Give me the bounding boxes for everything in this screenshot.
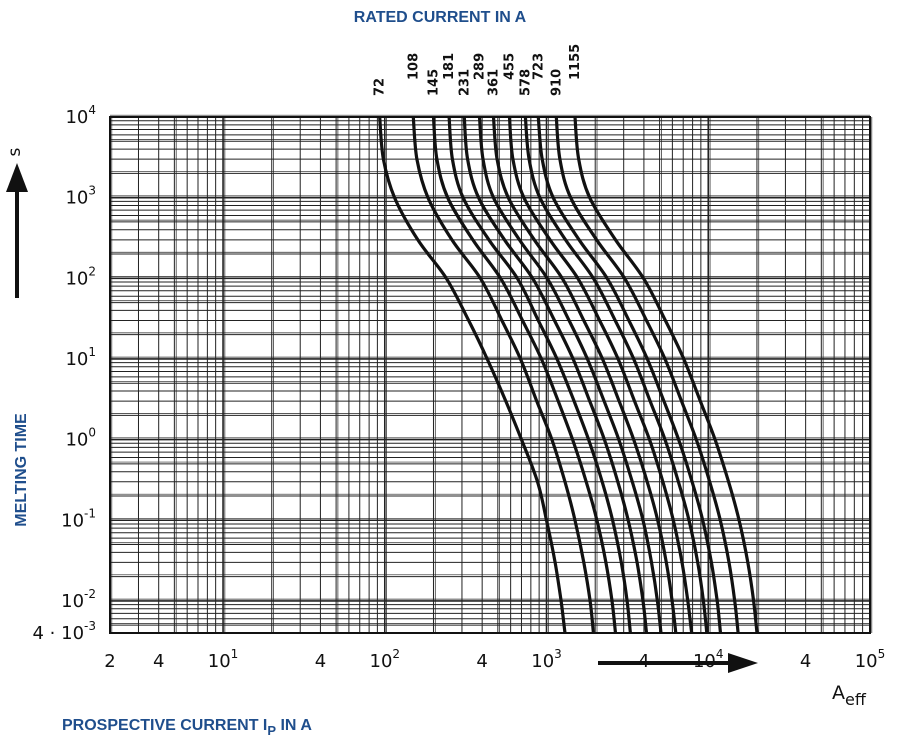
rated-current-label: 108 — [406, 53, 421, 80]
rated-current-label: 455 — [502, 53, 517, 80]
x-axis-label: PROSPECTIVE CURRENT IP IN A — [62, 717, 312, 738]
curve-910 — [554, 116, 740, 634]
curve-108 — [411, 116, 595, 634]
x-tick-label: 4 — [638, 651, 649, 672]
tick-mantissa: 10 — [855, 651, 878, 672]
rated-current-label: 181 — [442, 53, 457, 80]
y-unit-label: s — [5, 147, 25, 156]
tick-mantissa: 10 — [65, 188, 88, 209]
tick-exponent: 0 — [88, 426, 96, 440]
x-tick-label: 105 — [855, 647, 886, 672]
curve-578 — [523, 116, 709, 634]
curve-145 — [431, 116, 618, 634]
tick-mantissa: 10 — [61, 591, 84, 612]
tick-mantissa: 4 — [153, 651, 164, 672]
y-tick-label: 10-1 — [61, 506, 96, 531]
rated-current-label: 723 — [531, 53, 546, 80]
tick-mantissa: 2 — [104, 651, 115, 672]
x-tick-label: 4 — [153, 651, 164, 672]
x-tick-label: 4 — [315, 651, 326, 672]
tick-mantissa: 4 · 10 — [33, 623, 85, 644]
rated-current-label: 910 — [549, 69, 564, 96]
tick-mantissa: 4 — [800, 651, 811, 672]
x-unit-label: Aeff — [832, 682, 867, 709]
y-tick-label: 101 — [65, 345, 96, 370]
x-axis-arrow — [598, 653, 758, 673]
curve-181 — [447, 116, 632, 634]
x-tick-label: 103 — [531, 647, 562, 672]
chart-grid — [109, 114, 873, 634]
curve-1155 — [573, 116, 759, 634]
y-axis-label: MELTING TIME — [13, 413, 30, 527]
tick-mantissa: 10 — [208, 651, 231, 672]
x-tick-label: 2 — [104, 651, 115, 672]
tick-mantissa: 10 — [693, 651, 716, 672]
tick-exponent: 4 — [88, 103, 96, 117]
tick-exponent: 1 — [88, 345, 96, 359]
x-tick-label: 4 — [800, 651, 811, 672]
curve-723 — [536, 116, 723, 634]
tick-mantissa: 10 — [65, 430, 88, 451]
tick-exponent: 3 — [554, 647, 562, 661]
y-axis-arrow — [6, 163, 28, 298]
x-tick-label: 102 — [370, 647, 401, 672]
curve-361 — [491, 116, 678, 634]
tick-exponent: -1 — [84, 506, 96, 520]
y-tick-label: 10-2 — [61, 587, 96, 612]
rated-current-label: 361 — [486, 69, 501, 96]
rated-current-label: 289 — [472, 53, 487, 80]
x-tick-labels: 2 4 101 4 102 4 103 4 104 4 105 — [104, 647, 885, 672]
curve-group — [378, 116, 759, 634]
tick-exponent: 5 — [878, 647, 886, 661]
tick-mantissa: 4 — [638, 651, 649, 672]
y-tick-label: 100 — [65, 426, 96, 451]
curve-455 — [507, 116, 694, 634]
tick-mantissa: 10 — [65, 107, 88, 128]
curve-289 — [477, 116, 663, 634]
tick-mantissa: 10 — [61, 510, 84, 531]
rated-current-label: 72 — [373, 78, 388, 96]
curve-72 — [378, 116, 567, 634]
plot-border — [109, 116, 871, 634]
tick-exponent: 1 — [231, 647, 239, 661]
x-tick-label: 104 — [693, 647, 724, 672]
tick-exponent: 2 — [392, 647, 400, 661]
curve-231 — [462, 116, 649, 634]
tick-exponent: 3 — [88, 184, 96, 198]
chart-title: RATED CURRENT IN A — [354, 9, 527, 26]
x-tick-label: 101 — [208, 647, 239, 672]
y-tick-label: 4 · 10-3 — [33, 619, 97, 644]
rated-current-label: 578 — [518, 69, 533, 96]
tick-mantissa: 10 — [531, 651, 554, 672]
tick-mantissa: 10 — [65, 268, 88, 289]
tick-exponent: -2 — [84, 587, 96, 601]
x-tick-label: 4 — [476, 651, 487, 672]
y-tick-label: 102 — [65, 264, 96, 289]
tick-exponent: -3 — [84, 619, 96, 633]
tick-mantissa: 4 — [315, 651, 326, 672]
plot-frame — [109, 116, 871, 634]
rated-current-label: 145 — [426, 69, 441, 96]
tick-mantissa: 10 — [65, 349, 88, 370]
rated-current-label: 231 — [457, 69, 472, 96]
tick-exponent: 2 — [88, 264, 96, 278]
tick-exponent: 4 — [716, 647, 724, 661]
tick-mantissa: 4 — [476, 651, 487, 672]
y-tick-label: 104 — [65, 103, 96, 128]
y-tick-label: 103 — [65, 184, 96, 209]
tick-mantissa: 10 — [370, 651, 393, 672]
rated-current-label: 1155 — [568, 44, 583, 80]
